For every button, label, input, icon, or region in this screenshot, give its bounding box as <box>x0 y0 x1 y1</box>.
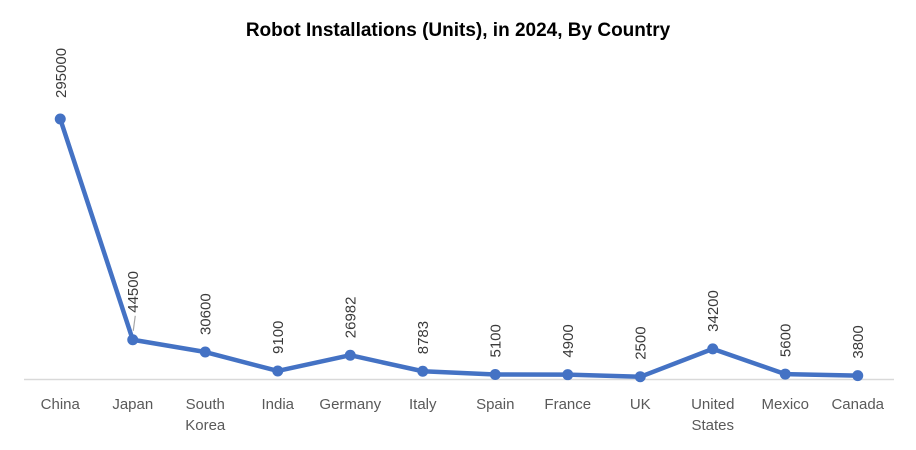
data-label-china: 295000 <box>53 48 70 98</box>
x-axis-label-united-states-line2: States <box>691 417 734 434</box>
data-label-spain: 5100 <box>488 324 505 357</box>
data-label-uk: 2500 <box>633 326 650 359</box>
data-point-united-states <box>707 343 719 355</box>
x-axis-label-india: India <box>261 396 294 413</box>
chart-title: Robot Installations (Units), in 2024, By… <box>245 20 671 41</box>
x-axis-label-spain: Spain <box>476 396 514 413</box>
data-point-south-korea <box>199 346 211 358</box>
data-point-spain <box>489 369 501 381</box>
data-point-japan <box>127 334 139 346</box>
data-label-united-states: 34200 <box>705 290 722 332</box>
x-axis-label-china: China <box>41 396 81 413</box>
x-axis-label-italy: Italy <box>409 396 437 413</box>
x-axis-label-germany: Germany <box>319 396 381 413</box>
data-label-japan: 44500 <box>125 271 142 313</box>
data-label-canada: 3800 <box>850 325 867 358</box>
x-axis-label-canada: Canada <box>831 396 884 413</box>
data-point-mexico <box>779 368 791 380</box>
x-axis-label-south-korea-line2: Korea <box>185 417 226 434</box>
x-axis-label-japan: Japan <box>112 396 153 413</box>
data-point-india <box>272 365 284 377</box>
data-point-france <box>562 369 574 381</box>
x-axis-label-france: France <box>544 396 591 413</box>
data-point-italy <box>417 365 429 377</box>
data-label-italy: 8783 <box>415 321 432 354</box>
data-label-leader-line <box>132 315 136 331</box>
data-label-france: 4900 <box>560 324 577 357</box>
data-label-germany: 26982 <box>343 297 360 339</box>
x-axis-label-united-states-line1: United <box>691 396 734 413</box>
data-point-china <box>54 113 66 125</box>
data-point-uk <box>634 371 646 383</box>
x-axis-label-south-korea-line1: South <box>186 396 225 413</box>
data-label-mexico: 5600 <box>778 324 795 357</box>
data-label-india: 9100 <box>270 321 287 354</box>
x-axis-label-mexico: Mexico <box>761 396 809 413</box>
x-axis-label-uk: UK <box>630 396 651 413</box>
data-point-canada <box>852 370 864 382</box>
series-line <box>58 116 860 380</box>
data-point-germany <box>344 349 356 361</box>
data-label-south-korea: 30600 <box>198 293 215 335</box>
